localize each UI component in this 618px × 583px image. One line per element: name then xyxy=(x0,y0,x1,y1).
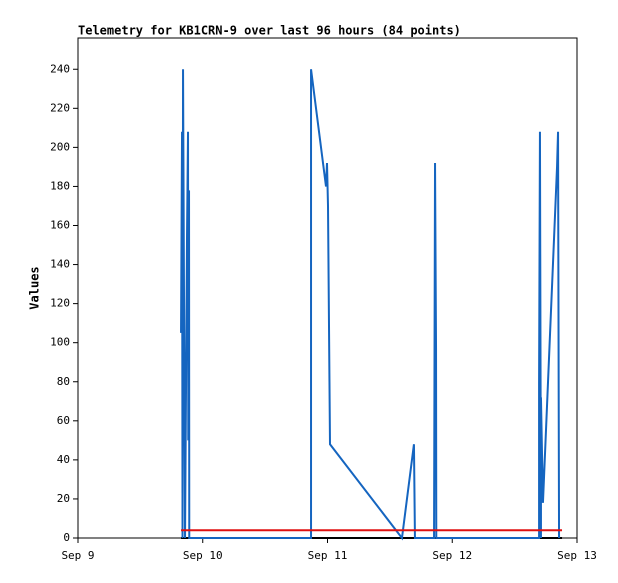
y-tick-label: 80 xyxy=(57,375,70,388)
x-tick-label: Sep 9 xyxy=(61,549,94,562)
y-tick-label: 100 xyxy=(50,336,70,349)
series-line xyxy=(180,69,561,541)
x-tick-label: Sep 10 xyxy=(183,549,223,562)
x-tick-label: Sep 12 xyxy=(432,549,472,562)
y-tick-label: 240 xyxy=(50,62,70,75)
y-tick-label: 220 xyxy=(50,101,70,114)
y-tick-label: 60 xyxy=(57,414,70,427)
y-tick-label: 0 xyxy=(63,531,70,544)
y-axis-label: Values xyxy=(28,266,42,309)
y-tick-label: 160 xyxy=(50,219,70,232)
y-tick-label: 200 xyxy=(50,140,70,153)
x-tick-label: Sep 13 xyxy=(557,549,597,562)
y-tick-label: 140 xyxy=(50,258,70,271)
x-tick-label: Sep 11 xyxy=(308,549,348,562)
chart-title: Telemetry for KB1CRN-9 over last 96 hour… xyxy=(78,24,461,38)
y-tick-label: 180 xyxy=(50,179,70,192)
y-tick-label: 20 xyxy=(57,492,70,505)
y-tick-label: 40 xyxy=(57,453,70,466)
y-tick-label: 120 xyxy=(50,297,70,310)
